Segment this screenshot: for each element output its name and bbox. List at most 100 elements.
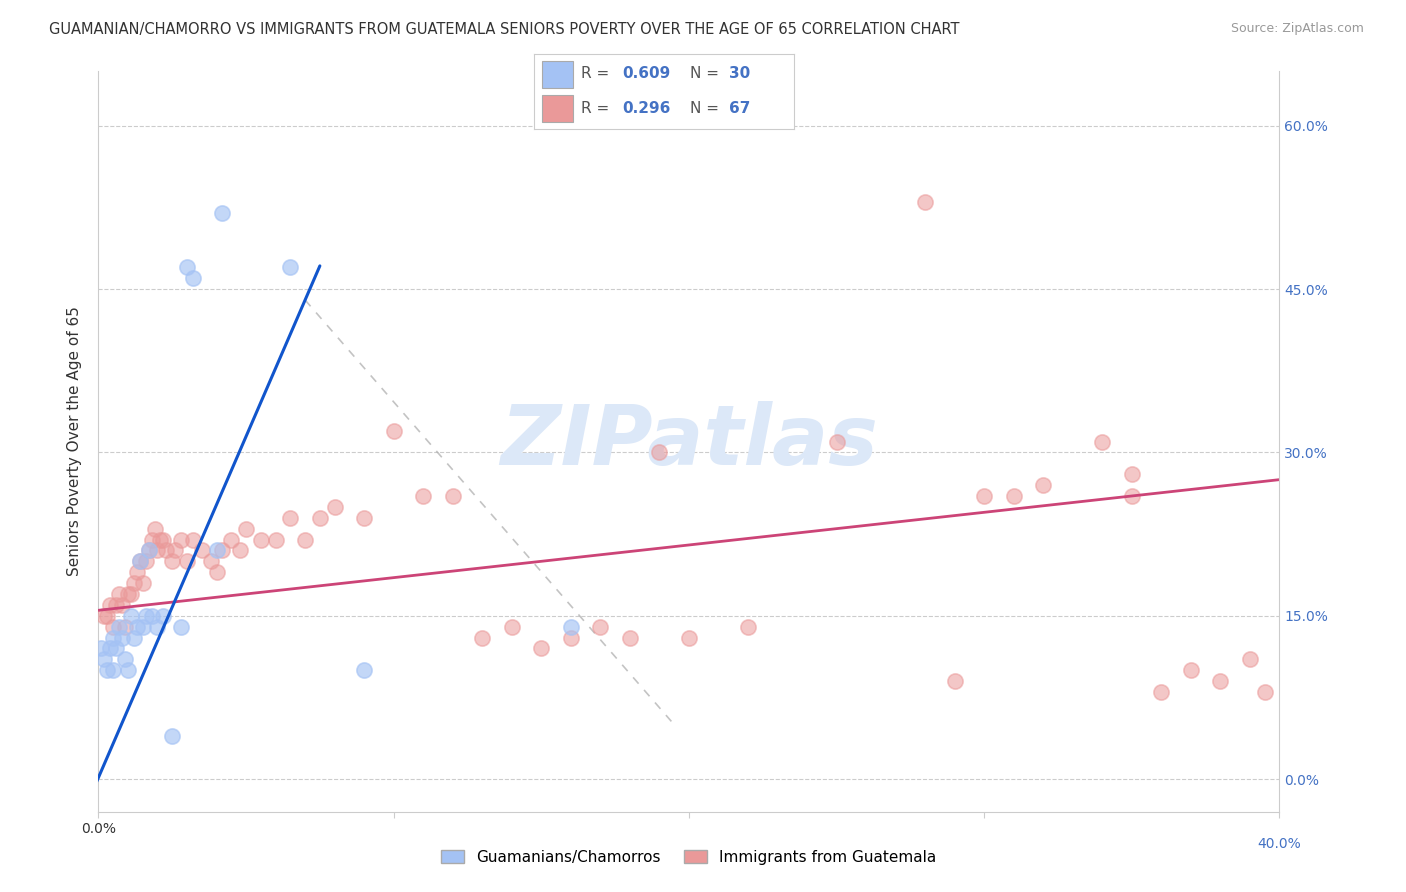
- Point: [737, 619, 759, 633]
- Point: [105, 641, 128, 656]
- Text: 0.296: 0.296: [623, 101, 671, 116]
- Point: [103, 631, 125, 645]
- Text: R =: R =: [581, 101, 614, 116]
- Text: N =: N =: [690, 67, 724, 81]
- Point: [943, 674, 966, 689]
- Point: [176, 554, 198, 568]
- Point: [825, 434, 848, 449]
- Point: [530, 641, 553, 656]
- Point: [146, 619, 169, 633]
- Y-axis label: Seniors Poverty Over the Age of 65: Seniors Poverty Over the Age of 65: [67, 307, 83, 576]
- Point: [648, 445, 671, 459]
- Point: [221, 533, 243, 547]
- Point: [128, 554, 150, 568]
- Point: [309, 510, 332, 524]
- Text: Source: ZipAtlas.com: Source: ZipAtlas.com: [1230, 22, 1364, 36]
- Point: [1209, 674, 1232, 689]
- Point: [973, 489, 995, 503]
- Point: [1180, 663, 1202, 677]
- Point: [1002, 489, 1025, 503]
- Point: [141, 608, 163, 623]
- Point: [353, 663, 375, 677]
- Point: [93, 652, 115, 666]
- Point: [138, 543, 160, 558]
- Point: [111, 631, 134, 645]
- Point: [471, 631, 494, 645]
- Legend: Guamanians/Chamorros, Immigrants from Guatemala: Guamanians/Chamorros, Immigrants from Gu…: [436, 844, 942, 871]
- Point: [114, 652, 136, 666]
- Text: 40.0%: 40.0%: [1257, 837, 1302, 851]
- Point: [146, 543, 169, 558]
- Point: [170, 533, 193, 547]
- Point: [560, 619, 582, 633]
- Text: 0.609: 0.609: [623, 67, 671, 81]
- Point: [98, 641, 121, 656]
- Point: [170, 619, 193, 633]
- Point: [323, 500, 346, 514]
- Point: [181, 271, 204, 285]
- Point: [280, 260, 302, 275]
- Point: [181, 533, 204, 547]
- Point: [1254, 685, 1277, 699]
- Point: [353, 510, 375, 524]
- Point: [152, 608, 174, 623]
- Point: [125, 565, 148, 579]
- Point: [120, 608, 142, 623]
- Text: ZIPatlas: ZIPatlas: [501, 401, 877, 482]
- Point: [93, 608, 115, 623]
- Point: [280, 510, 302, 524]
- Point: [120, 587, 142, 601]
- Text: GUAMANIAN/CHAMORRO VS IMMIGRANTS FROM GUATEMALA SENIORS POVERTY OVER THE AGE OF : GUAMANIAN/CHAMORRO VS IMMIGRANTS FROM GU…: [49, 22, 960, 37]
- Text: 30: 30: [730, 67, 751, 81]
- Point: [162, 554, 183, 568]
- Point: [250, 533, 273, 547]
- Point: [162, 729, 183, 743]
- Point: [152, 533, 174, 547]
- Point: [205, 565, 228, 579]
- Point: [382, 424, 405, 438]
- Point: [96, 608, 118, 623]
- Point: [108, 619, 131, 633]
- Point: [412, 489, 434, 503]
- Point: [117, 663, 139, 677]
- Point: [1239, 652, 1261, 666]
- Point: [200, 554, 222, 568]
- Point: [103, 663, 125, 677]
- Point: [914, 194, 936, 209]
- Text: R =: R =: [581, 67, 614, 81]
- Point: [98, 598, 121, 612]
- Point: [143, 522, 166, 536]
- Point: [229, 543, 252, 558]
- Point: [211, 543, 233, 558]
- Point: [191, 543, 214, 558]
- Point: [1091, 434, 1114, 449]
- Point: [149, 533, 172, 547]
- Point: [132, 576, 155, 591]
- Point: [176, 260, 198, 275]
- Point: [135, 554, 157, 568]
- Point: [111, 598, 134, 612]
- Point: [1032, 478, 1054, 492]
- Point: [205, 543, 228, 558]
- FancyBboxPatch shape: [543, 62, 574, 87]
- Point: [441, 489, 464, 503]
- Point: [560, 631, 582, 645]
- Point: [90, 641, 112, 656]
- Text: N =: N =: [690, 101, 724, 116]
- Point: [1150, 685, 1173, 699]
- Point: [165, 543, 187, 558]
- Text: 67: 67: [730, 101, 751, 116]
- Point: [294, 533, 316, 547]
- Point: [678, 631, 700, 645]
- Point: [128, 554, 150, 568]
- Point: [135, 608, 157, 623]
- Point: [122, 576, 145, 591]
- Point: [103, 619, 125, 633]
- Point: [501, 619, 523, 633]
- Point: [132, 619, 155, 633]
- Point: [211, 206, 233, 220]
- Point: [108, 587, 131, 601]
- Point: [1121, 489, 1143, 503]
- FancyBboxPatch shape: [543, 95, 574, 122]
- Point: [619, 631, 641, 645]
